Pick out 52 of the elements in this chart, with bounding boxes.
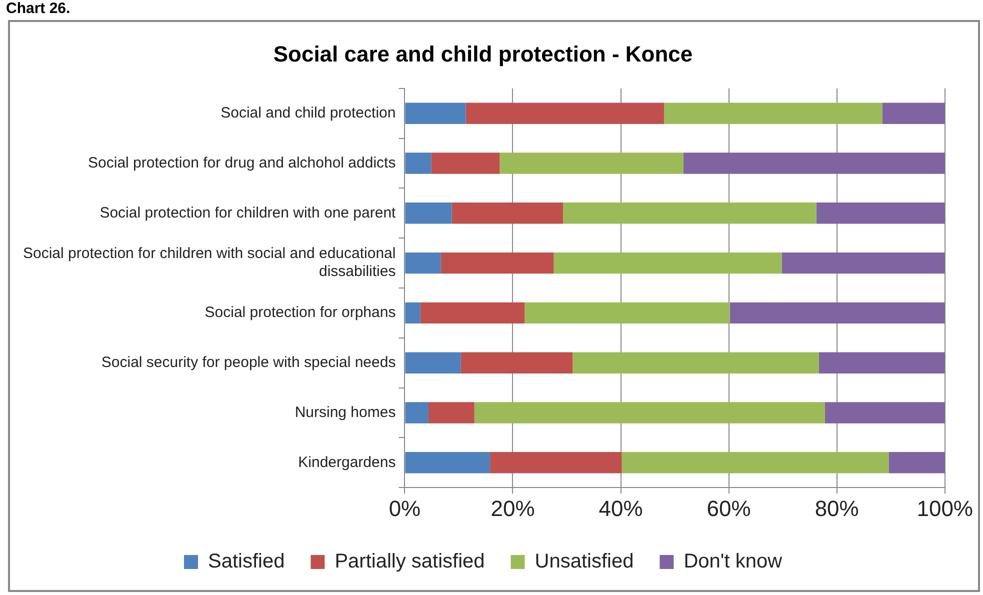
x-tick-label: 80% <box>814 496 859 521</box>
bar <box>405 202 452 224</box>
bar <box>572 352 820 374</box>
bar <box>420 302 525 324</box>
bar <box>405 252 441 274</box>
legend-label: Partially satisfied <box>334 550 485 573</box>
bar <box>452 202 563 224</box>
bar <box>431 152 500 174</box>
y-tick-label: Social protection for drug and alchohol addicts <box>88 154 396 172</box>
y-tick-label: Kindergardens <box>298 454 396 471</box>
bar <box>428 402 474 424</box>
bar <box>816 202 945 224</box>
legend-label: Unsatisfied <box>534 550 634 573</box>
y-tick-label: Social security for people with special needs <box>101 354 396 371</box>
bar <box>882 102 945 124</box>
bar <box>782 252 945 274</box>
bar <box>474 402 825 424</box>
bar <box>405 152 432 174</box>
bar <box>562 202 816 224</box>
bar <box>554 252 782 274</box>
y-tick-label: Social and child protection <box>220 104 396 122</box>
legend-label: Don't know <box>684 550 783 573</box>
bar <box>622 452 889 474</box>
bar <box>440 252 554 274</box>
bar <box>405 302 420 324</box>
bar <box>664 102 882 124</box>
bar <box>683 152 945 174</box>
y-tick-label: Social protection for orphans <box>204 304 396 322</box>
bar <box>824 402 945 424</box>
y-tick-label: Social protection for children with one parent <box>100 204 397 222</box>
bar <box>524 302 730 324</box>
x-tick-label: 100% <box>916 496 974 521</box>
chart-title: Social care and child protection - Konce <box>273 41 693 66</box>
x-tick-label: 60% <box>706 496 751 521</box>
caption: Chart 26. <box>6 0 70 17</box>
bar <box>405 352 461 374</box>
legend-label: Satisfied <box>208 550 285 573</box>
bar <box>460 352 573 374</box>
bar <box>405 102 466 124</box>
x-tick-label: 20% <box>490 496 535 521</box>
x-tick-label: 0% <box>388 496 421 521</box>
bar <box>730 302 945 324</box>
bar <box>500 152 684 174</box>
bar <box>466 102 664 124</box>
bar <box>490 452 622 474</box>
y-tick-label: Social protection for children with social and educational dissabilities <box>22 245 396 280</box>
bar <box>405 402 428 424</box>
y-tick-label: Nursing homes <box>294 404 396 421</box>
bar <box>819 352 945 374</box>
bar <box>888 452 945 474</box>
bar <box>405 452 490 474</box>
x-tick-label: 40% <box>598 496 643 521</box>
